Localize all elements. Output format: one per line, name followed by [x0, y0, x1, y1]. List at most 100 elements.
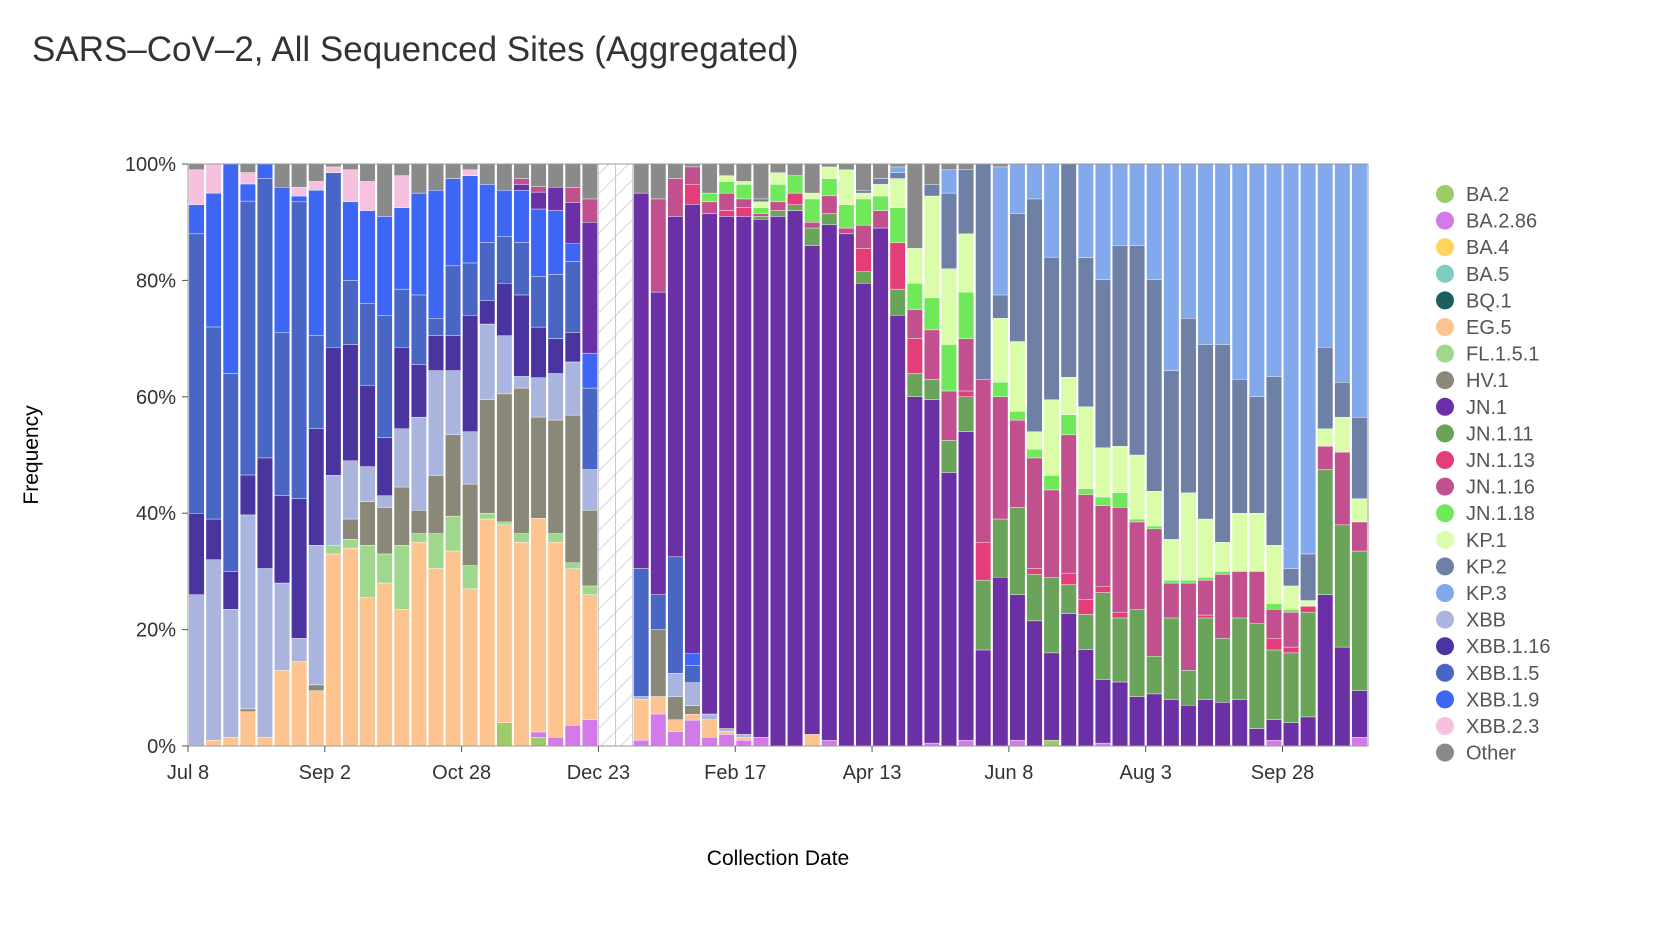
legend-label: XBB — [1466, 610, 1506, 632]
segment-kp-3 — [941, 169, 957, 194]
legend-item-ba-2-86[interactable]: BA.2.86 — [1436, 211, 1537, 233]
bar-week-34 — [770, 163, 786, 747]
legend-item-jn-1[interactable]: JN.1 — [1436, 397, 1507, 419]
segment-xbb-1-9 — [376, 216, 393, 316]
segment-xbb-1-9 — [581, 352, 598, 389]
segment-kp-3 — [1266, 163, 1282, 377]
legend-item-xbb-2-3[interactable]: XBB.2.3 — [1436, 716, 1539, 738]
bars — [188, 163, 1368, 747]
legend-item-xbb[interactable]: XBB — [1436, 610, 1506, 632]
legend-item-fl-1-5-1[interactable]: FL.1.5.1 — [1436, 344, 1539, 366]
segment-jn-1-16 — [530, 186, 547, 193]
segment-jn-1 — [1317, 594, 1334, 747]
segment-jn-1 — [958, 431, 975, 741]
legend-swatch — [1436, 264, 1454, 283]
segment-jn-1-16 — [1077, 494, 1094, 600]
legend-item-ba-5[interactable]: BA.5 — [1436, 264, 1509, 286]
segment-jn-1-16 — [975, 379, 992, 543]
segment-jn-1-18 — [1009, 411, 1026, 421]
segment-eg-5 — [462, 588, 479, 747]
segment-other — [274, 163, 290, 188]
legend-item-jn-1-16[interactable]: JN.1.16 — [1436, 477, 1535, 499]
segment-xbb-1-16 — [274, 495, 290, 584]
segment-xbb-1-9 — [274, 187, 290, 333]
segment-hv-1 — [684, 705, 701, 715]
segment-ba-2-86 — [958, 739, 975, 747]
legend-item-xbb-1-16[interactable]: XBB.1.16 — [1436, 636, 1551, 658]
segment-jn-1 — [1334, 646, 1351, 747]
segment-xbb-1-5 — [667, 556, 684, 674]
bar-week-33 — [753, 163, 769, 747]
legend-item-kp-2[interactable]: KP.2 — [1436, 556, 1507, 578]
segment-jn-1 — [547, 187, 564, 211]
segment-jn-1-16 — [1095, 505, 1111, 587]
legend-item-kp-3[interactable]: KP.3 — [1436, 583, 1507, 605]
segment-hv-1 — [239, 708, 256, 712]
legend-item-jn-1-13[interactable]: JN.1.13 — [1436, 450, 1535, 472]
segment-jn-1-11 — [1112, 617, 1128, 683]
segment-jn-1 — [924, 399, 940, 744]
segment-kp-3 — [1095, 163, 1111, 281]
segment-kp-2 — [958, 169, 975, 235]
segment-jn-1-11 — [1300, 611, 1317, 718]
bar-week-67 — [1334, 163, 1351, 747]
legend-item-eg-5[interactable]: EG.5 — [1436, 317, 1512, 339]
segment-hv-1 — [513, 387, 530, 534]
segment-xbb-1-9 — [513, 189, 530, 243]
segment-kp-2 — [992, 294, 1009, 319]
segment-hv-1 — [564, 414, 581, 564]
segment-xbb-1-5 — [359, 303, 376, 386]
segment-fl-1-5-1 — [376, 553, 393, 584]
bar-week-56 — [1146, 163, 1163, 747]
legend-item-bq-1[interactable]: BQ.1 — [1436, 290, 1512, 312]
bar-week-54 — [1112, 163, 1128, 747]
legend-item-ba-4[interactable]: BA.4 — [1436, 237, 1509, 259]
legend-item-kp-1[interactable]: KP.1 — [1436, 530, 1507, 552]
segment-other — [359, 163, 376, 182]
segment-xbb-1-5 — [479, 242, 496, 301]
bar-week-64 — [1283, 163, 1299, 747]
legend-item-ba-2[interactable]: BA.2 — [1436, 184, 1509, 206]
segment-jn-1-18 — [718, 181, 735, 194]
segment-xbb — [633, 696, 650, 700]
segment-ba-2-86 — [547, 737, 564, 747]
legend-item-hv-1[interactable]: HV.1 — [1436, 370, 1509, 392]
segment-xbb — [239, 514, 256, 710]
segment-kp-2 — [1026, 198, 1043, 432]
legend-item-jn-1-11[interactable]: JN.1.11 — [1436, 423, 1533, 445]
segment-eg-5 — [342, 547, 359, 747]
segment-jn-1-16 — [992, 396, 1009, 520]
legend-item-other[interactable]: Other — [1436, 743, 1516, 765]
segment-kp-2 — [753, 198, 769, 203]
x-tick-label: Aug 3 — [1120, 762, 1172, 784]
segment-jn-1-11 — [1009, 507, 1026, 595]
legend-item-xbb-1-5[interactable]: XBB.1.5 — [1436, 663, 1539, 685]
segment-other — [924, 163, 940, 185]
segment-jn-1 — [1129, 696, 1146, 747]
segment-other — [462, 163, 479, 171]
legend-swatch — [1436, 530, 1454, 549]
y-tick-label: 20% — [136, 620, 176, 642]
segment-jn-1-13 — [1060, 572, 1077, 585]
segment-xbb — [513, 376, 530, 389]
segment-jn-1 — [1060, 613, 1077, 747]
segment-xbb-1-5 — [257, 178, 273, 459]
segment-kp-2 — [1146, 279, 1163, 492]
bar-week-38 — [838, 163, 855, 747]
segment-jn-1 — [1180, 705, 1197, 747]
segment-jn-1 — [1248, 728, 1265, 747]
segment-eg-5 — [547, 542, 564, 738]
segment-kp-1 — [1334, 416, 1351, 453]
segment-jn-1-13 — [1112, 611, 1128, 619]
legend-item-jn-1-18[interactable]: JN.1.18 — [1436, 503, 1535, 525]
segment-other — [479, 163, 496, 185]
segment-hv-1 — [581, 510, 598, 587]
segment-xbb — [274, 582, 290, 671]
segment-kp-2 — [1077, 257, 1094, 407]
segment-xbb-1-5 — [684, 665, 701, 683]
bar-week-42 — [906, 163, 923, 747]
bar-week-11 — [376, 163, 393, 747]
legend-item-xbb-1-9[interactable]: XBB.1.9 — [1436, 689, 1539, 711]
segment-jn-1-13 — [1266, 638, 1282, 651]
segment-jn-1-13 — [735, 207, 752, 217]
